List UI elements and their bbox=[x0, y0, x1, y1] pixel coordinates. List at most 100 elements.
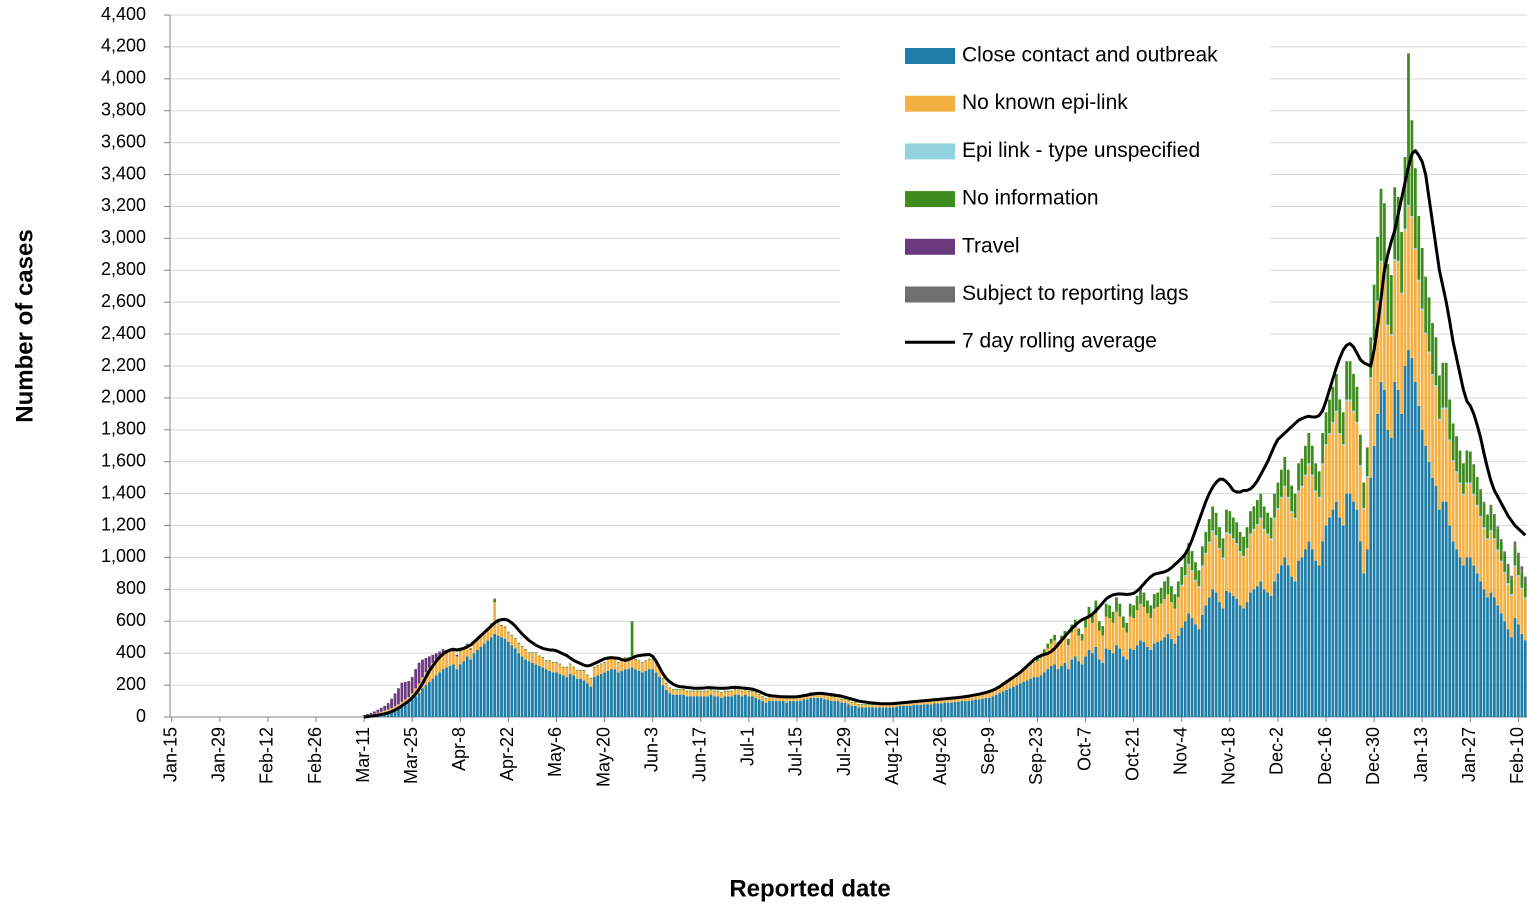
bar-segment bbox=[1472, 565, 1476, 717]
bar-segment bbox=[1194, 624, 1197, 717]
bar-segment bbox=[1286, 498, 1290, 566]
bar-segment bbox=[1252, 530, 1256, 590]
bar-segment bbox=[799, 697, 802, 702]
bar-segment bbox=[582, 670, 586, 681]
bar-segment bbox=[472, 643, 476, 654]
bar-segment bbox=[616, 661, 620, 663]
bar-segment bbox=[1517, 552, 1520, 558]
bar-segment bbox=[781, 701, 785, 717]
bar-segment bbox=[647, 658, 651, 660]
bar-segment bbox=[414, 696, 418, 717]
bar-segment bbox=[1104, 616, 1108, 649]
bar-segment bbox=[1420, 310, 1424, 430]
bar-segment bbox=[665, 683, 668, 690]
bar-segment bbox=[726, 696, 730, 717]
bar-segment bbox=[1420, 247, 1424, 309]
bar-segment bbox=[661, 685, 665, 717]
bar-segment bbox=[1492, 597, 1496, 717]
bar-segment bbox=[1359, 464, 1362, 467]
bar-segment bbox=[847, 704, 850, 717]
x-tick-label: Apr-22 bbox=[497, 727, 517, 781]
bar-segment bbox=[1396, 260, 1400, 263]
bar-segment bbox=[874, 707, 878, 717]
bar-segment bbox=[1077, 635, 1081, 662]
bar-segment bbox=[1225, 509, 1228, 532]
bar-segment bbox=[500, 625, 503, 627]
bar-segment bbox=[1104, 648, 1108, 717]
bar-segment bbox=[555, 662, 558, 673]
bar-segment bbox=[805, 699, 809, 717]
bar-segment bbox=[428, 681, 431, 717]
bar-segment bbox=[1317, 471, 1321, 497]
bar-segment bbox=[1022, 681, 1026, 717]
bar-segment bbox=[1180, 586, 1184, 628]
bar-segment bbox=[1197, 570, 1201, 587]
bar-segment bbox=[1434, 485, 1438, 717]
bar-segment bbox=[1396, 262, 1400, 390]
bar-segment bbox=[785, 698, 789, 703]
bar-segment bbox=[513, 638, 517, 649]
bar-segment bbox=[1403, 228, 1407, 231]
bar-segment bbox=[1324, 525, 1328, 717]
bar-segment bbox=[1517, 575, 1520, 577]
bar-segment bbox=[1417, 279, 1421, 282]
bar-segment bbox=[840, 699, 844, 703]
bar-segment bbox=[1523, 640, 1527, 717]
bar-segment bbox=[1200, 614, 1204, 717]
bar-segment bbox=[1149, 605, 1153, 619]
bar-segment bbox=[1393, 187, 1397, 260]
bar-segment bbox=[1307, 541, 1311, 717]
bar-segment bbox=[651, 659, 655, 670]
bar-segment bbox=[1118, 603, 1122, 617]
bar-segment bbox=[1486, 538, 1489, 540]
bar-segment bbox=[1496, 526, 1500, 529]
bar-segment bbox=[905, 705, 909, 717]
bar-segment bbox=[1345, 399, 1349, 402]
bar-segment bbox=[1290, 511, 1294, 513]
bar-segment bbox=[953, 697, 957, 702]
bar-segment bbox=[537, 655, 541, 657]
bar-segment bbox=[922, 701, 926, 705]
bar-segment bbox=[1118, 616, 1122, 649]
bar-segment bbox=[1448, 399, 1452, 440]
bar-segment bbox=[1359, 541, 1362, 717]
bar-segment bbox=[1242, 536, 1245, 556]
bar-segment bbox=[596, 665, 600, 676]
x-tick-label: Jan-13 bbox=[1411, 727, 1431, 782]
bar-segment bbox=[1324, 412, 1328, 445]
bar-segment bbox=[774, 697, 778, 702]
bar-segment bbox=[970, 700, 974, 717]
x-tick-label: Dec-2 bbox=[1267, 727, 1287, 775]
bar-segment bbox=[658, 677, 661, 717]
bar-segment bbox=[1221, 559, 1225, 609]
bar-segment bbox=[778, 701, 782, 717]
bar-segment bbox=[1369, 377, 1373, 379]
bar-segment bbox=[1503, 621, 1507, 717]
bar-segment bbox=[1132, 605, 1136, 619]
bar-segment bbox=[1159, 603, 1163, 641]
bar-segment bbox=[1468, 451, 1472, 453]
bar-segment bbox=[1290, 512, 1294, 577]
bar-segment bbox=[421, 688, 424, 717]
bar-segment bbox=[1180, 584, 1184, 587]
bar-segment bbox=[1328, 399, 1331, 434]
bar-segment bbox=[1132, 649, 1136, 717]
bar-segment bbox=[726, 691, 730, 697]
bar-segment bbox=[1496, 605, 1500, 717]
bar-segment bbox=[366, 713, 369, 716]
bar-segment bbox=[902, 703, 905, 706]
bar-segment bbox=[1458, 482, 1462, 485]
bar-segment bbox=[586, 675, 589, 684]
bar-segment bbox=[953, 701, 957, 717]
bar-segment bbox=[857, 704, 861, 706]
bar-segment bbox=[1018, 683, 1022, 717]
bar-segment bbox=[1413, 381, 1417, 717]
bar-segment bbox=[1087, 618, 1091, 650]
bar-segment bbox=[1468, 482, 1472, 485]
bar-segment bbox=[1115, 645, 1118, 717]
bar-segment bbox=[1135, 645, 1139, 717]
bar-segment bbox=[1283, 456, 1287, 486]
bar-segment bbox=[771, 697, 775, 702]
bar-segment bbox=[592, 677, 596, 717]
bar-segment bbox=[1170, 602, 1173, 639]
